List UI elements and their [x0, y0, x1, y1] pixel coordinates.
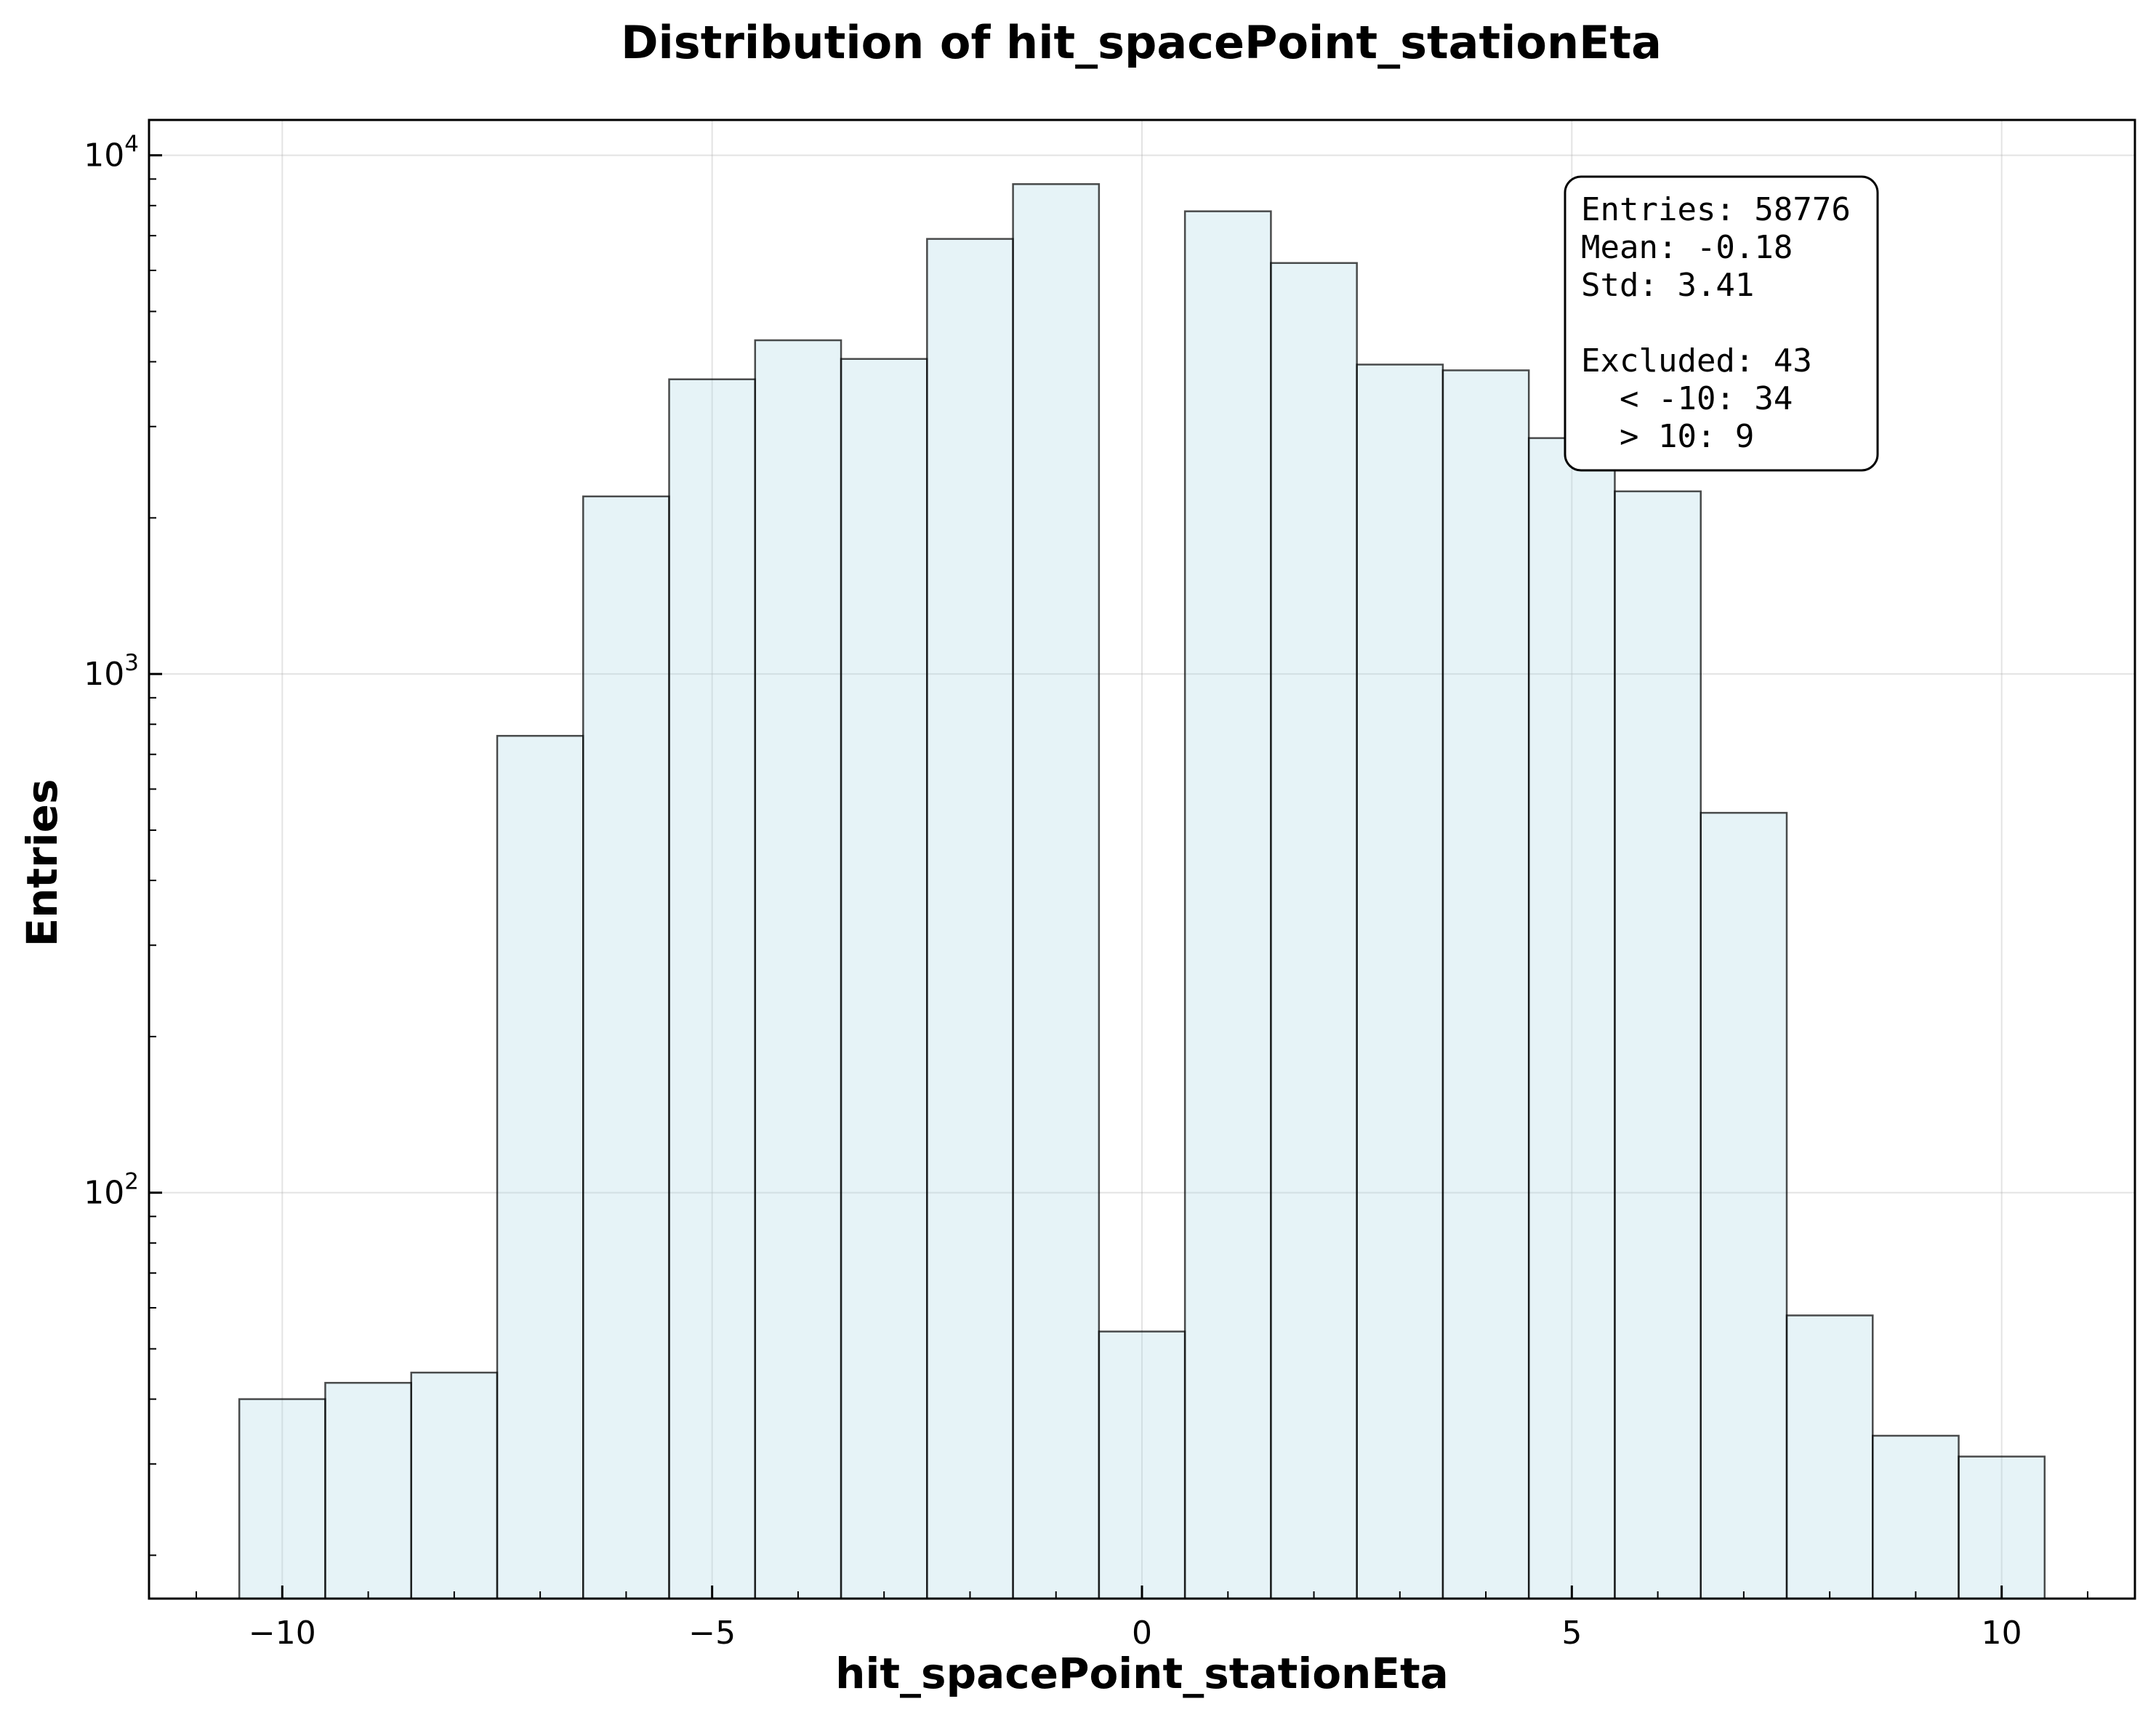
histogram-bar [496, 734, 584, 1600]
chart-title: Distribution of hit_spacePoint_stationEt… [621, 16, 1662, 69]
stats-line: Entries: 58776 [1581, 191, 1851, 228]
histogram-bar [1183, 210, 1272, 1600]
histogram-bar [410, 1371, 499, 1600]
histogram-bar [238, 1398, 326, 1600]
histogram-bar [1872, 1434, 1960, 1600]
histogram-bar [926, 238, 1014, 1600]
axis-ticks: −10 −5 0 5 10 102 103 104 [84, 132, 2088, 1652]
stats-line: > 10: 9 [1581, 418, 1754, 455]
x-tick-label: 10 [1982, 1615, 2022, 1652]
y-tick-label: 102 [84, 1169, 139, 1212]
histogram-bar [1012, 183, 1101, 1600]
x-tick-label: −10 [249, 1615, 316, 1652]
histogram-bar [754, 339, 842, 1600]
stats-line: < -10: 34 [1581, 380, 1793, 417]
x-tick-label: 5 [1561, 1615, 1582, 1652]
histogram-bars [238, 183, 2046, 1600]
y-tick-label: 103 [84, 650, 139, 693]
stats-line: Excluded: 43 [1581, 342, 1812, 379]
stats-box-frame [1564, 175, 1879, 472]
stats-line: Mean: -0.18 [1581, 229, 1793, 266]
stats-line: Std: 3.41 [1581, 267, 1754, 304]
histogram-bar [1098, 1330, 1186, 1600]
x-axis-label: hit_spacePoint_stationEta [835, 1649, 1449, 1698]
histogram-bar [582, 495, 670, 1600]
y-axis-label: Entries [17, 779, 67, 947]
histogram-bar [1527, 437, 1616, 1600]
histogram-bar [1700, 811, 1788, 1600]
histogram-bar [1270, 262, 1358, 1600]
histogram-bar [1785, 1314, 1874, 1600]
histogram-bar [1958, 1455, 2046, 1600]
histogram-bar [1441, 369, 1530, 1600]
histogram-bar [1614, 490, 1702, 1600]
histogram-bar [668, 378, 757, 1600]
x-tick-label: 0 [1132, 1615, 1152, 1652]
histogram-bar [324, 1381, 412, 1600]
y-tick-label: 104 [84, 132, 139, 174]
histogram-bar [1356, 363, 1444, 1600]
x-tick-label: −5 [688, 1615, 736, 1652]
histogram-bar [840, 358, 928, 1600]
